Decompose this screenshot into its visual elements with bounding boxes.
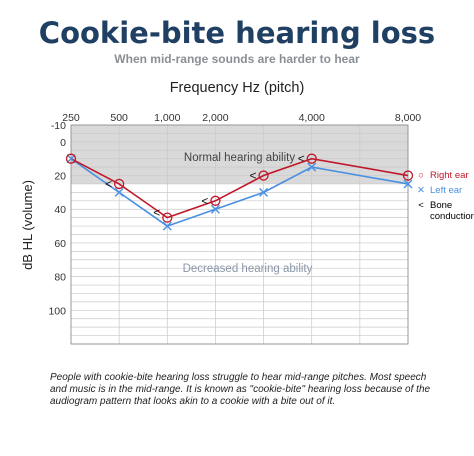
x-tick-label: 500 — [110, 112, 128, 124]
bone-conduction-marker: < — [153, 206, 160, 220]
page-subtitle: When mid-range sounds are harder to hear — [114, 52, 360, 66]
y-tick-label: 40 — [54, 204, 66, 216]
x-tick-label: 4,000 — [299, 112, 325, 124]
x-icon: ✕ — [417, 185, 425, 196]
right-ear-marker — [113, 178, 125, 190]
right-ear-marker — [258, 170, 269, 181]
bone-conduction-marker: < — [201, 194, 208, 208]
right-ear-line — [70, 157, 409, 219]
y-tick-label: 100 — [48, 305, 66, 317]
y-tick-label: 60 — [54, 238, 66, 250]
left-ear-marker — [66, 154, 76, 164]
legend-item-bone-conduction: < Bone conduction — [414, 200, 474, 224]
right-ear-marker — [65, 153, 77, 164]
right-ear-marker — [306, 153, 317, 164]
plot-border — [70, 124, 409, 345]
left-ear-marker — [162, 221, 172, 231]
less-than-icon: < — [418, 200, 424, 211]
y-tick-label: -10 — [51, 120, 66, 132]
left-ear-marker — [210, 204, 220, 214]
y-tick-label: 20 — [54, 171, 66, 183]
x-tick-label: 8,000 — [395, 112, 421, 124]
y-tick-label: 0 — [60, 137, 66, 149]
legend-label: Bone conduction — [430, 200, 474, 222]
left-ear-marker — [307, 162, 317, 172]
caption: People with cookie-bite hearing loss str… — [50, 372, 431, 407]
legend-label: Left ear — [430, 185, 463, 196]
y-tick-label: 80 — [54, 272, 66, 284]
page-title: Cookie-bite hearing loss — [38, 16, 436, 50]
bone-conduction-marker: < — [105, 177, 112, 191]
normal-hearing-label: Normal hearing ability — [184, 152, 295, 164]
legend-item-left-ear: ✕ Left ear — [414, 185, 474, 199]
bone-conduction-marker: < — [298, 152, 305, 166]
bone-conduction-marker: < — [250, 169, 257, 183]
circle-icon: ○ — [418, 170, 424, 181]
left-ear-marker — [259, 187, 269, 197]
x-tick-label: 2,000 — [202, 112, 228, 124]
right-ear-marker — [162, 212, 173, 223]
audiogram-chart: 250 500 1,000 2,000 4,000 8,000 -10 0 20 40 60 80 10… — [48, 112, 421, 345]
legend-item-right-ear: ○ Right ear — [414, 170, 474, 184]
x-axis-title: Frequency Hz (pitch) — [169, 80, 305, 96]
right-ear-marker — [402, 170, 414, 181]
decreased-hearing-label: Decreased hearing ability — [183, 263, 313, 275]
right-ear-marker — [210, 195, 221, 206]
legend: ○ Right ear ✕ Left ear < Bone conduction — [414, 170, 474, 225]
legend-label: Right ear — [430, 170, 469, 181]
x-tick-label: 250 — [62, 112, 80, 124]
left-ear-marker — [114, 187, 124, 197]
x-tick-label: 1,000 — [154, 112, 180, 124]
left-ear-marker — [403, 179, 413, 189]
